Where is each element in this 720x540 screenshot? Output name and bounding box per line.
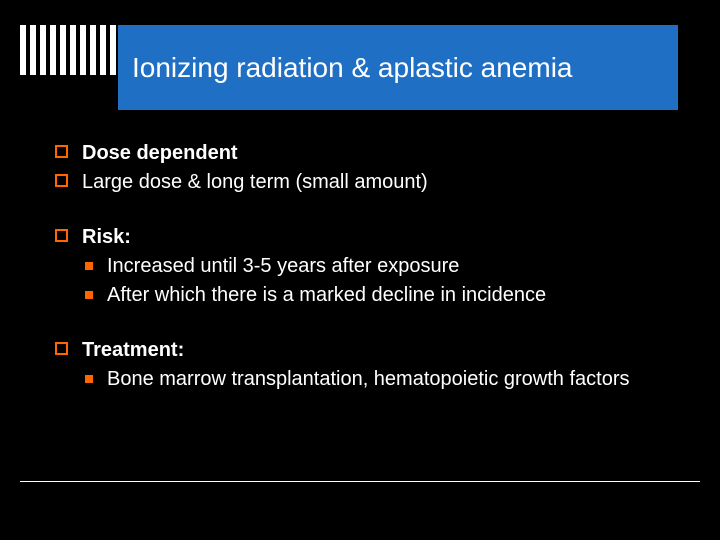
page-title: Ionizing radiation & aplastic anemia — [132, 51, 572, 85]
sub-bullet-text: After which there is a marked decline in… — [107, 282, 546, 309]
divider-line — [20, 481, 700, 482]
sub-bullet-text: Increased until 3-5 years after exposure — [107, 253, 459, 280]
treatment-label: Treatment: — [82, 337, 184, 364]
sub-bullet: After which there is a marked decline in… — [85, 282, 680, 309]
bullet-text: Large dose & long term (small amount) — [82, 169, 428, 196]
title-bar: Ionizing radiation & aplastic anemia — [118, 25, 678, 110]
sub-bullet-text: Bone marrow transplantation, hematopoiet… — [107, 366, 630, 393]
bullet-item: Dose dependent — [55, 140, 680, 167]
square-icon — [85, 262, 93, 270]
checkbox-icon — [55, 145, 68, 158]
checkbox-icon — [55, 174, 68, 187]
sub-bullet: Bone marrow transplantation, hematopoiet… — [85, 366, 680, 393]
checkbox-icon — [55, 342, 68, 355]
bullet-item: Large dose & long term (small amount) — [55, 169, 680, 196]
bullet-text: Dose dependent — [82, 140, 238, 167]
bullet-item-risk: Risk: — [55, 224, 680, 251]
square-icon — [85, 375, 93, 383]
bullet-item-treatment: Treatment: — [55, 337, 680, 364]
risk-sublist: Increased until 3-5 years after exposure… — [55, 253, 680, 309]
checkbox-icon — [55, 229, 68, 242]
square-icon — [85, 291, 93, 299]
decorative-stripes — [20, 25, 126, 75]
risk-label: Risk: — [82, 224, 131, 251]
content-body: Dose dependent Large dose & long term (s… — [55, 140, 680, 395]
treatment-sublist: Bone marrow transplantation, hematopoiet… — [55, 366, 680, 393]
sub-bullet: Increased until 3-5 years after exposure — [85, 253, 680, 280]
